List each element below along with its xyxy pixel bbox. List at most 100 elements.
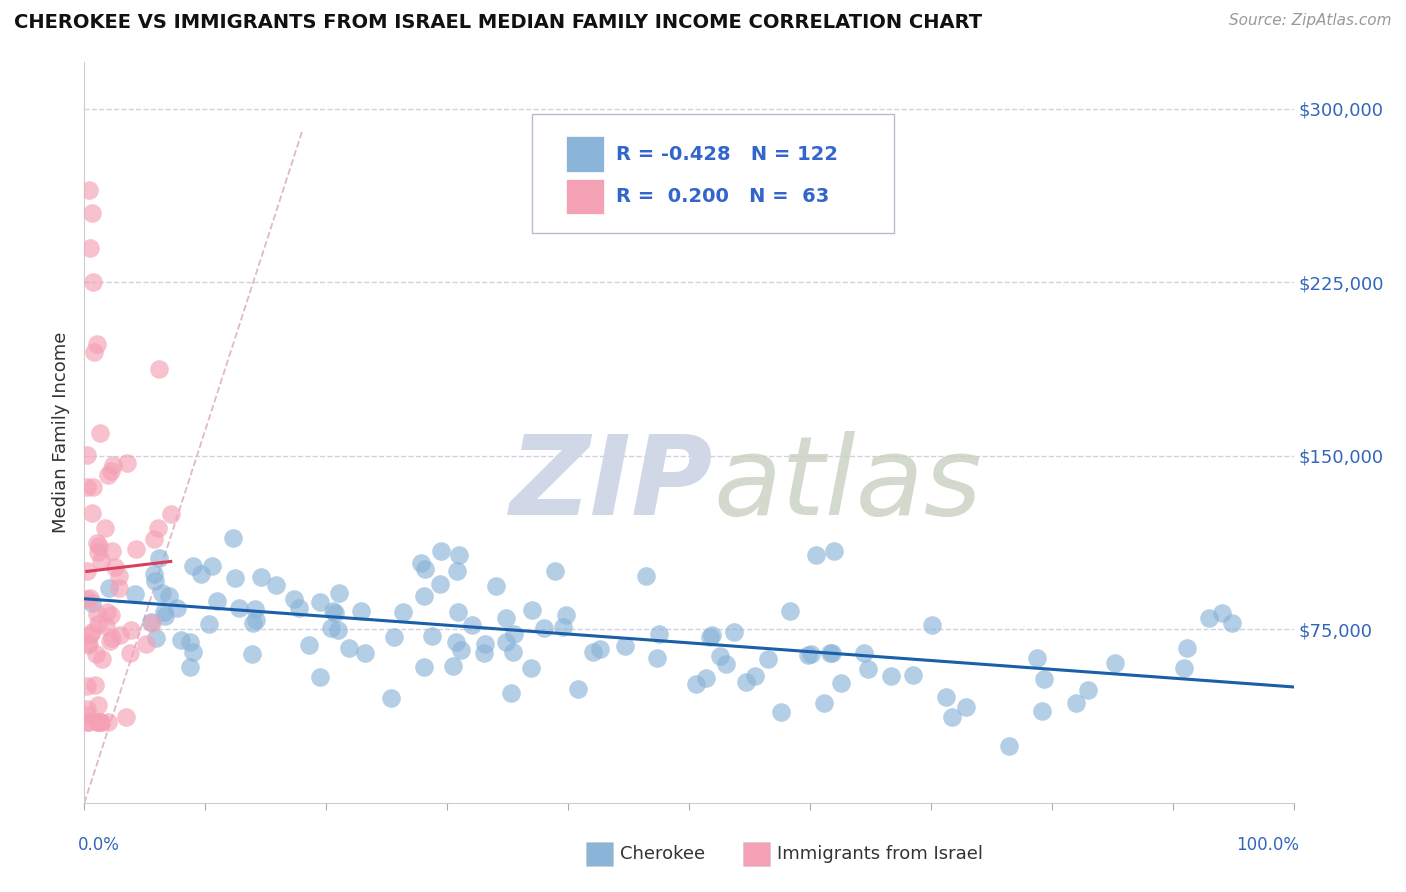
Point — [190, 567, 212, 582]
Text: atlas: atlas — [713, 431, 981, 538]
Point — [283, 591, 305, 606]
Point — [447, 605, 470, 619]
Point — [179, 660, 201, 674]
Point — [1064, 696, 1087, 710]
Point — [153, 605, 176, 619]
Point — [519, 661, 541, 675]
Point — [86, 698, 108, 713]
Point — [107, 568, 129, 582]
Bar — [565, 178, 605, 214]
Point — [544, 564, 567, 578]
Point — [80, 506, 103, 520]
Point — [695, 672, 717, 686]
Point — [228, 601, 250, 615]
Point — [83, 678, 105, 692]
Point — [143, 567, 166, 582]
Point — [413, 589, 436, 603]
Point — [97, 714, 120, 729]
Point — [554, 607, 576, 622]
Point — [141, 616, 163, 631]
Point — [495, 634, 517, 648]
Point — [80, 596, 103, 610]
Point — [1077, 683, 1099, 698]
Point — [288, 601, 311, 615]
Point — [86, 336, 108, 351]
Point — [735, 675, 758, 690]
Point — [80, 206, 103, 220]
Point — [148, 550, 170, 565]
Point — [100, 634, 122, 648]
Point — [645, 651, 668, 665]
Point — [87, 544, 110, 558]
Point — [179, 635, 201, 649]
Point — [522, 603, 544, 617]
FancyBboxPatch shape — [531, 114, 894, 233]
Point — [813, 696, 835, 710]
Point — [634, 569, 657, 583]
Point — [89, 714, 111, 729]
Point — [86, 714, 108, 729]
Point — [955, 700, 977, 714]
Point — [647, 627, 669, 641]
Point — [769, 705, 792, 719]
Point — [409, 556, 432, 570]
Point — [80, 625, 103, 640]
Point — [328, 586, 350, 600]
Point — [166, 600, 188, 615]
Text: 0.0%: 0.0% — [79, 836, 120, 855]
Point — [146, 520, 169, 534]
Point — [155, 608, 177, 623]
Point — [1220, 616, 1243, 631]
Point — [108, 582, 131, 596]
Text: Immigrants from Israel: Immigrants from Israel — [778, 845, 983, 863]
Point — [86, 607, 108, 621]
Point — [391, 605, 413, 619]
Point — [143, 533, 166, 547]
Point — [582, 645, 605, 659]
Point — [124, 587, 146, 601]
Point — [796, 648, 818, 663]
Point — [553, 620, 575, 634]
Point — [1104, 657, 1126, 671]
Point — [350, 605, 373, 619]
Point — [309, 595, 332, 609]
Point — [901, 668, 924, 682]
Y-axis label: Median Family Income: Median Family Income — [52, 332, 70, 533]
Point — [82, 480, 104, 494]
Point — [97, 581, 120, 595]
Point — [170, 632, 193, 647]
Point — [685, 677, 707, 691]
Point — [485, 579, 508, 593]
Point — [242, 615, 264, 630]
Point — [100, 607, 122, 622]
Point — [1198, 611, 1220, 625]
Point — [830, 676, 852, 690]
Point — [76, 680, 98, 694]
Point — [77, 714, 100, 729]
Point — [449, 548, 471, 562]
Point — [441, 659, 464, 673]
Point — [201, 559, 224, 574]
Point — [125, 542, 148, 557]
Text: R = -0.428   N = 122: R = -0.428 N = 122 — [616, 145, 838, 164]
Point — [1026, 650, 1049, 665]
Point — [115, 456, 138, 470]
Point — [148, 362, 170, 376]
Point — [143, 574, 166, 588]
Point — [298, 639, 321, 653]
Point — [120, 623, 142, 637]
Point — [1031, 704, 1053, 718]
Point — [198, 617, 221, 632]
Point — [756, 651, 779, 665]
Point — [744, 669, 766, 683]
Point — [429, 577, 451, 591]
Bar — [586, 842, 613, 866]
Point — [880, 669, 903, 683]
Point — [413, 562, 436, 576]
Point — [723, 624, 745, 639]
Point — [221, 531, 243, 545]
Point — [460, 618, 482, 632]
Text: R =  0.200   N =  63: R = 0.200 N = 63 — [616, 187, 830, 206]
Point — [998, 739, 1021, 753]
Text: Cherokee: Cherokee — [620, 845, 706, 863]
